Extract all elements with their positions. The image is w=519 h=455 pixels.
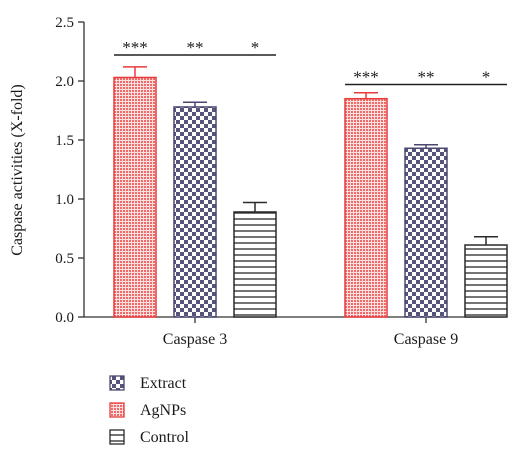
significance-stars: *** <box>122 38 148 57</box>
x-axis-categories: Caspase 3 Caspase 9 <box>163 317 458 348</box>
legend-label-agnps: AgNPs <box>140 402 186 419</box>
bar-series <box>113 66 508 318</box>
y-axis-ticks: 0.0 0.5 1.0 1.5 2.0 2.5 <box>55 15 84 326</box>
bar-agnps-caspase-3 <box>113 76 157 318</box>
significance-stars: ** <box>418 68 435 87</box>
significance-stars: ** <box>187 38 204 57</box>
significance-stars: * <box>482 68 491 87</box>
y-tick-label: 0.0 <box>55 310 74 326</box>
significance-stars: *** <box>353 68 379 87</box>
bar-extract-caspase-3 <box>173 106 217 318</box>
significance-annotations: *** ** **** ** * <box>114 38 507 87</box>
significance-stars: * <box>251 38 260 57</box>
legend-label-control: Control <box>140 429 189 446</box>
y-tick-label: 1.0 <box>55 192 74 208</box>
y-tick-label: 2.5 <box>55 15 74 31</box>
bar-control-caspase-9 <box>464 244 508 318</box>
bar-extract-caspase-9 <box>404 147 448 318</box>
bar-control-caspase-3 <box>233 211 277 318</box>
legend-label-extract: Extract <box>140 375 187 392</box>
x-category-label: Caspase 3 <box>163 331 227 348</box>
legend-swatch-agnps <box>109 402 125 418</box>
y-axis-title: Caspase activities (X-fold) <box>9 84 26 256</box>
bar-agnps-caspase-9 <box>344 97 388 318</box>
x-category-label: Caspase 9 <box>394 331 458 348</box>
legend: Extract AgNPs Control <box>109 375 189 446</box>
legend-swatch-control <box>109 429 125 445</box>
y-tick-label: 1.5 <box>55 133 74 149</box>
legend-swatch-extract <box>109 375 125 391</box>
y-tick-label: 0.5 <box>55 251 74 267</box>
y-tick-label: 2.0 <box>55 74 74 90</box>
